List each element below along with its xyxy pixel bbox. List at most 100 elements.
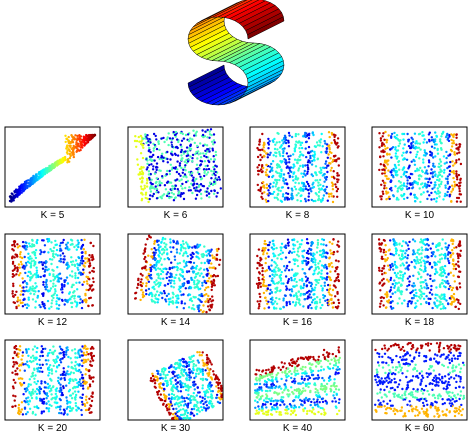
scatter-point (379, 155, 382, 158)
scatter-point (261, 247, 264, 250)
scatter-point (336, 266, 339, 269)
scatter-point (184, 388, 188, 392)
scatter-point (276, 148, 279, 151)
scatter-point (42, 410, 46, 413)
scatter-point (22, 393, 25, 396)
scatter-point (265, 299, 268, 302)
scatter-point (33, 405, 36, 409)
scatter-point (38, 304, 41, 307)
scatter-point (378, 247, 381, 250)
scatter-point (313, 288, 316, 292)
scatter-point (396, 137, 399, 141)
scatter-point (149, 158, 152, 161)
scatter-point (438, 158, 442, 161)
scatter-point (201, 408, 204, 412)
scatter-point (196, 256, 199, 259)
scatter-point (29, 292, 32, 295)
scatter-point (168, 370, 171, 374)
scatter-point (195, 150, 198, 154)
scatter-point (181, 187, 184, 190)
scatter-point (387, 134, 390, 137)
scatter-point (169, 241, 172, 244)
scatter-point (299, 294, 302, 297)
scatter-point (29, 265, 32, 268)
scatter-point (197, 288, 200, 291)
scatter-point (77, 407, 81, 410)
scatter-point (149, 194, 152, 197)
scatter-point (199, 300, 202, 303)
scatter-point (458, 184, 462, 187)
scatter-point (430, 136, 433, 139)
scatter-point (402, 182, 406, 185)
scatter-point (328, 241, 331, 244)
scatter-point (198, 268, 201, 271)
scatter-point (298, 299, 301, 302)
scatter-point (176, 168, 179, 171)
scatter-point (13, 264, 16, 268)
scatter-point (39, 305, 42, 309)
scatter-point (382, 283, 385, 286)
scatter-point (400, 175, 403, 179)
scatter-point (193, 141, 196, 145)
scatter-point (412, 293, 416, 297)
scatter-point (322, 184, 325, 188)
scatter-point (417, 146, 421, 149)
scatter-point (288, 198, 291, 201)
scatter-point (90, 256, 93, 259)
scatter-point (12, 365, 15, 368)
scatter-point (13, 256, 16, 259)
scatter-point (185, 146, 189, 149)
scatter-point (425, 247, 428, 250)
scatter-point (207, 249, 211, 252)
scatter-point (186, 150, 189, 153)
scatter-point (166, 271, 169, 274)
scatter-point (315, 141, 319, 144)
scatter-point (380, 150, 383, 153)
scatter-point (439, 285, 442, 289)
scatter-point (261, 197, 264, 200)
scatter-point (149, 190, 153, 193)
scatter-point (393, 263, 396, 266)
scatter-point (399, 264, 402, 267)
scatter-point (38, 363, 42, 366)
scatter-point (334, 183, 337, 186)
scatter-point (379, 139, 383, 142)
scatter-point (440, 170, 443, 173)
scatter-point (313, 154, 316, 157)
scatter-point (27, 354, 30, 357)
scatter-point (152, 149, 155, 152)
scatter-point (444, 286, 447, 289)
scatter-point (72, 291, 75, 294)
scatter-point (186, 160, 190, 163)
scatter-point (457, 158, 461, 161)
scatter-point (278, 276, 282, 279)
scatter-point (282, 173, 286, 176)
scatter-point (141, 177, 144, 180)
scatter-point (206, 269, 209, 272)
scatter-point (77, 352, 80, 355)
scatter-point (257, 278, 261, 282)
scatter-point (159, 281, 162, 285)
scatter-point (90, 284, 94, 287)
scatter-point (298, 245, 301, 249)
scatter-point (141, 171, 145, 175)
scatter-point (336, 187, 340, 191)
scatter-point (329, 298, 332, 301)
scatter-point (391, 292, 394, 295)
scatter-point (33, 345, 37, 348)
scatter-point (290, 279, 293, 282)
scatter-point (317, 262, 320, 265)
scatter-point (309, 248, 313, 251)
scatter-point (138, 171, 142, 174)
scatter-point (13, 240, 16, 243)
scatter-point (302, 293, 305, 296)
scatter-point (73, 300, 77, 303)
scatter-point (78, 264, 82, 267)
scatter-point (395, 252, 398, 255)
scatter-point (325, 185, 328, 189)
scatter-point (177, 288, 181, 291)
scatter-point (423, 265, 427, 268)
scatter-point (30, 276, 34, 279)
scatter-point (406, 257, 409, 260)
scatter-point (272, 306, 276, 309)
